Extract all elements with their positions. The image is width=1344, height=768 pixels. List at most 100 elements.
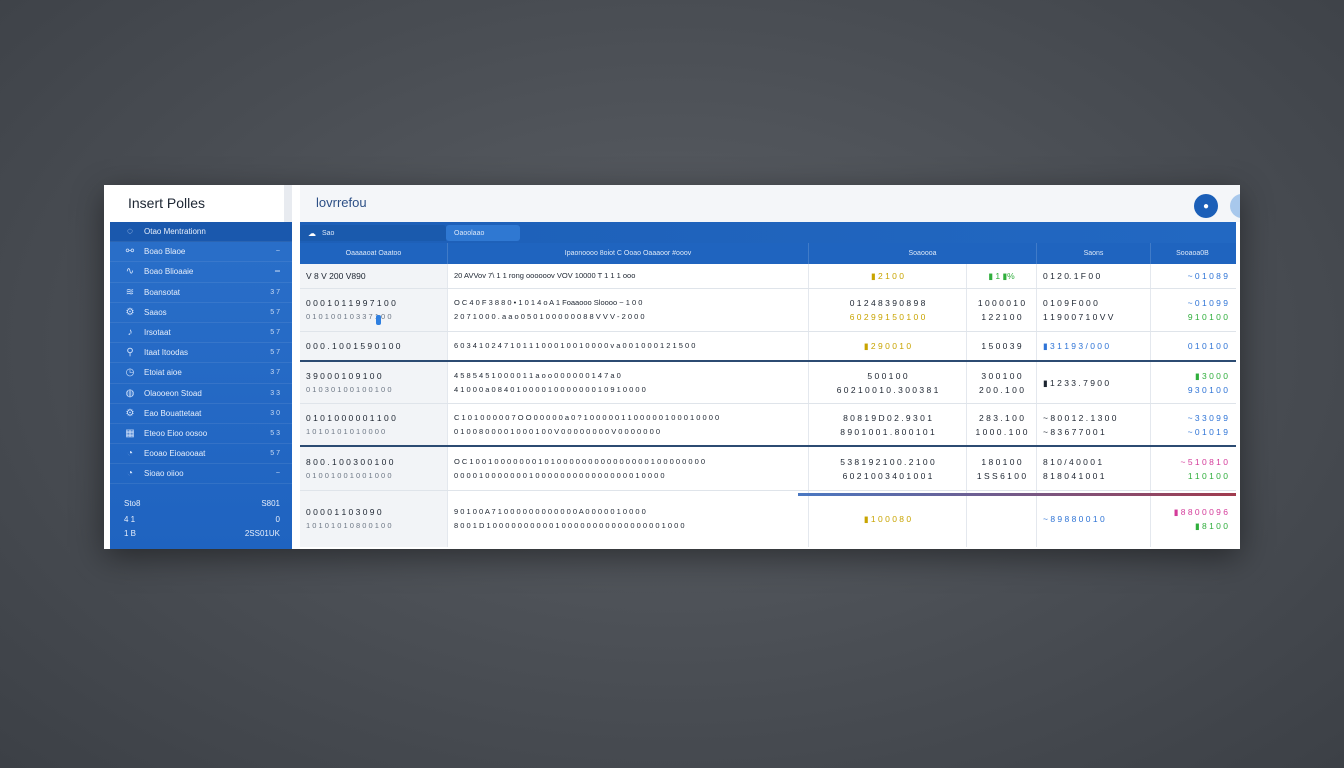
app-window: Insert Polles ◌ Otao Mentrationn ⚯ Boao Bl… xyxy=(104,185,1240,549)
sidebar-item-8[interactable]: ◍ Olaooeon Stoad 3 3 xyxy=(110,384,292,404)
sidebar-item-count: 3 7 xyxy=(270,369,280,377)
profile-button[interactable]: ◐ xyxy=(1230,194,1240,218)
column-header[interactable]: Soaoooa xyxy=(809,243,1037,264)
footer-value: 0 xyxy=(275,515,280,524)
sidebar-item-3[interactable]: ≋ Boansotat 3 7 xyxy=(110,283,292,303)
sidebar-item-10[interactable]: ▦ Eteoo Eioo oosoo 5 3 xyxy=(110,424,292,445)
sidebar-item-1[interactable]: ⚯ Boao Blaoe ~ xyxy=(110,242,292,263)
sidebar-title: Insert Polles xyxy=(128,195,206,211)
table-cell: 0 1 0 1 0 0 xyxy=(1187,341,1228,351)
table-row[interactable]: 0 0 0 . 1 0 0 1 5 9 0 1 0 0 6 0 3 4 1 0 … xyxy=(300,332,1236,362)
record-button[interactable]: ● xyxy=(1194,194,1218,218)
chat-icon: ◌ xyxy=(127,226,133,238)
sidebar-item-count: 5 7 xyxy=(270,329,280,337)
table-row[interactable]: V 8 V 200 V890 20 AVVov 7\ 1 1 rong oooo… xyxy=(300,264,1236,289)
table-cell: 0 1 2 0. 1 F 0 0 xyxy=(1037,264,1151,288)
footer-value: S801 xyxy=(261,499,280,508)
horizontal-scroll-indicator[interactable] xyxy=(798,493,1236,496)
sidebar-item-12[interactable]: ◔ Sioao oiioo ~ xyxy=(110,464,292,485)
row-marker xyxy=(376,315,381,325)
tab-1[interactable]: Oaoolaao xyxy=(446,225,520,241)
column-header[interactable]: Oaaaaoat Oaatoo xyxy=(300,243,448,264)
sidebar-item-9[interactable]: ⚙ Eao Bouattetaat 3 0 xyxy=(110,404,292,424)
clock-icon: ◷ xyxy=(125,367,135,379)
table-cell: 6 0 3 4 1 0 2 4 7 1 0 1 1 1 0 0 0 1 0 0 … xyxy=(448,332,809,360)
footer-label: Sto8 xyxy=(124,499,141,508)
sidebar: Insert Polles ◌ Otao Mentrationn ⚯ Boao Bl… xyxy=(104,185,292,549)
sidebar-item-4[interactable]: ⚙ Saaos 5 7 xyxy=(110,303,292,323)
tab-0[interactable]: ☁ Sao xyxy=(300,225,446,241)
gear-icon: ⚙ xyxy=(125,407,135,419)
pin-icon: ⚲ xyxy=(126,347,134,359)
gear-icon: ⚙ xyxy=(125,306,135,318)
footer-label: 4 1 xyxy=(124,515,136,524)
table-cell: 1 5 0 0 3 9 xyxy=(967,332,1037,360)
table-cell: ▮ 8 8 0 0 0 9 6 ▮ 8 1 0 0 xyxy=(1173,507,1228,531)
column-header[interactable]: Sooaoa0B xyxy=(1176,250,1209,257)
tab-label: Oaoolaao xyxy=(454,229,485,237)
sidebar-footer: Sto8 S801 4 1 0 1 B 2SS01UK xyxy=(110,489,292,549)
sidebar-item-6[interactable]: ⚲ Itaat Itoodas 5 7 xyxy=(110,343,292,364)
sidebar-item-7[interactable]: ◷ Etoiat aioe 3 7 xyxy=(110,363,292,384)
footer-label: 1 B xyxy=(124,529,137,538)
sidebar-item-label: Etoiat aioe xyxy=(144,368,182,378)
grid-icon: ▦ xyxy=(125,427,135,439)
table-cell: ~ 0 1 0 8 9 xyxy=(1187,271,1228,281)
sidebar-item-count: 5 7 xyxy=(270,349,280,357)
table-header: Oaaaaoat Oaatoo Ipaonoooo 8oiot C Ooao O… xyxy=(300,243,1236,264)
footer-value: 2SS01UK xyxy=(244,529,280,538)
table-cell: V 8 V 200 V890 xyxy=(300,264,448,288)
table-cell: ▮ 3 1 1 9 3 / 0 0 0 xyxy=(1037,332,1151,360)
sidebar-item-count: ═ xyxy=(275,268,280,276)
sidebar-item-count: 3 0 xyxy=(270,409,280,417)
sidebar-menu: ◌ Otao Mentrationn ⚯ Boao Blaoe ~ ∿ Boao Bli… xyxy=(110,222,292,549)
sidebar-item-count: 3 3 xyxy=(270,389,280,397)
sidebar-item-count: 5 3 xyxy=(270,429,280,437)
dot-icon: ● xyxy=(1202,200,1210,212)
table-cell: 4 5 8 5 4 5 1 0 0 0 0 1 1 a o o 0 0 0 0 … xyxy=(448,362,809,403)
sidebar-item-count: 5 7 xyxy=(270,308,280,316)
table-cell: ▮ 1 2 3 3 . 7 9 0 0 xyxy=(1037,362,1151,403)
wave-icon: ∿ xyxy=(125,266,135,278)
sidebar-item-2[interactable]: ∿ Boao Blioaaie ═ xyxy=(110,262,292,283)
sidebar-item-label: Itaat Itoodas xyxy=(144,348,189,358)
sidebar-item-0[interactable]: ◌ Otao Mentrationn xyxy=(110,222,292,243)
table-cell: C 1 0 1 0 0 0 0 0 7 O O 0 0 0 0 0 a 0 ? … xyxy=(448,404,809,445)
data-table: V 8 V 200 V890 20 AVVov 7\ 1 1 rong oooo… xyxy=(300,264,1236,549)
table-cell: 0 0 0 . 1 0 0 1 5 9 0 1 0 0 xyxy=(300,332,448,360)
table-cell: O C 1 0 0 1 0 0 0 0 0 0 0 1 0 1 0 0 0 0 … xyxy=(448,447,809,490)
table-cell: O C 4 0 F 3 8 8 0 • 1 0 1 4 o A 1 Foaaoo… xyxy=(448,289,809,331)
table-cell: 20 AVVov 7\ 1 1 rong oooooov VOV 10000 T… xyxy=(448,264,809,288)
column-header[interactable]: Ipaonoooo 8oiot C Ooao Oaaaoor #ooov xyxy=(448,243,809,264)
chart-icon: ◔ xyxy=(126,448,134,460)
app-title: lovrrefou xyxy=(316,195,367,210)
sidebar-item-count: 5 7 xyxy=(270,450,280,458)
sidebar-item-11[interactable]: ◔ Eooao Eioaooaat 5 7 xyxy=(110,444,292,465)
column-header[interactable]: Saons xyxy=(1037,243,1151,264)
sidebar-item-5[interactable]: ♪ Irsotaat 5 7 xyxy=(110,323,292,344)
sidebar-item-label: Boao Blaoe xyxy=(144,247,186,257)
tab-label: Sao xyxy=(322,229,335,237)
sidebar-item-label: Boansotat xyxy=(144,287,181,297)
sidebar-item-label: Otao Mentrationn xyxy=(144,227,206,237)
